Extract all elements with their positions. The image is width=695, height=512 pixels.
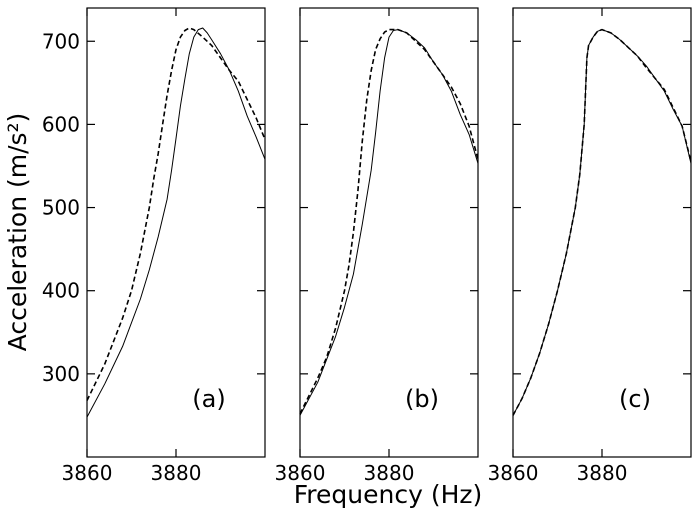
x-tick-label: 3860 — [488, 461, 539, 485]
x-tick-label: 3860 — [62, 461, 113, 485]
y-tick-label: 400 — [42, 279, 80, 303]
x-axis-label: Frequency (Hz) — [294, 480, 483, 509]
panel-frame — [512, 7, 692, 458]
panel-frame — [299, 7, 479, 458]
y-tick-label: 300 — [42, 362, 80, 386]
y-tick-label: 600 — [42, 112, 80, 136]
series-solid-line — [86, 27, 266, 418]
panel-tag: (a) — [192, 385, 225, 413]
panel-3: 3860 3880 (c) — [488, 7, 692, 485]
panel-tag: (b) — [405, 385, 439, 413]
series-solid-line — [512, 29, 692, 416]
panel-2: 3860 3880 (b) — [275, 7, 479, 485]
y-tick-label: 700 — [42, 29, 80, 53]
x-tick-label: 3880 — [364, 461, 415, 485]
x-tick-label: 3880 — [577, 461, 628, 485]
panel-frame — [86, 7, 266, 458]
x-tick-label: 3860 — [275, 461, 326, 485]
y-tick-label: 500 — [42, 196, 80, 220]
y-axis-label: Acceleration (m/s²) — [3, 113, 32, 352]
panel-1: 300 400 500 600 700 3860 3880 (a) — [42, 7, 266, 485]
panel-tag: (c) — [619, 385, 651, 413]
x-tick-label: 3880 — [151, 461, 202, 485]
series-solid-line — [299, 29, 479, 416]
series-dashed-line — [86, 27, 266, 401]
series-dashed-line — [512, 28, 692, 416]
series-dashed-line — [299, 28, 479, 415]
